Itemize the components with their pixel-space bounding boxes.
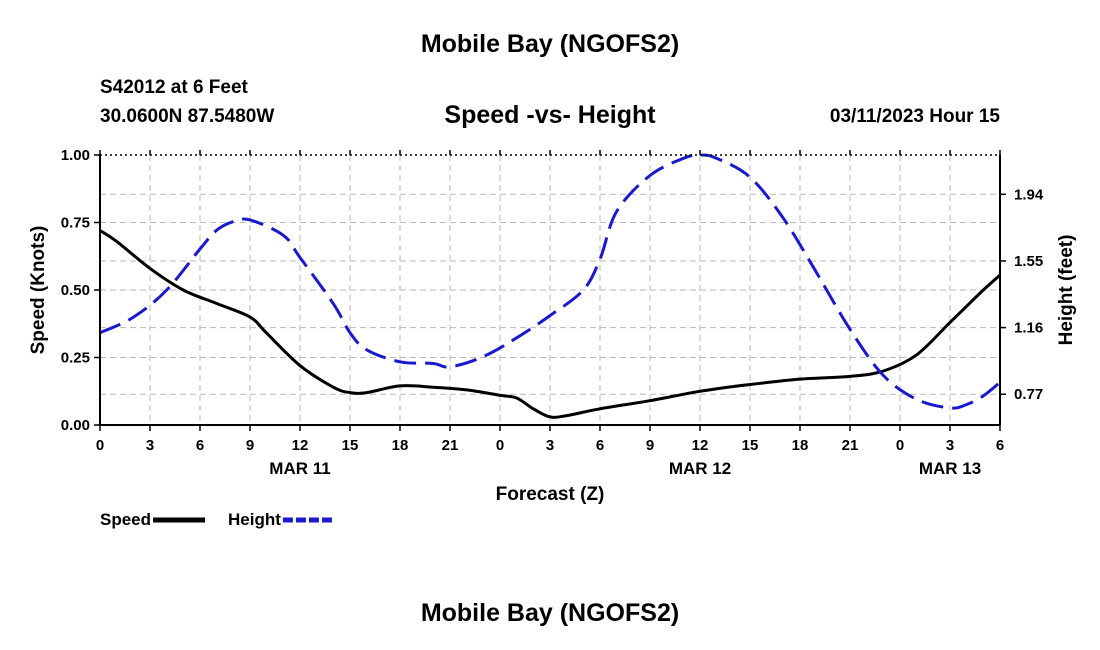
- y-tick-label: 0.50: [61, 282, 90, 299]
- y2-tick-label: 1.55: [1014, 253, 1043, 270]
- chart-subtitle: Speed -vs- Height: [444, 101, 656, 129]
- x-tick-label: 6: [196, 437, 204, 454]
- y-axis-title: Speed (Knots): [28, 226, 49, 355]
- legend-label-speed: Speed: [100, 510, 151, 529]
- x-tick-label: 12: [292, 437, 309, 454]
- x-tick-label: 9: [646, 437, 654, 454]
- axis-labels: 0 3 6 9 12 15 18 21 0 3 6 9 12 15 18 21 0 3 6 0.00 0.25 0.50 0…: [28, 147, 1077, 505]
- series-line-speed: [99, 229, 1001, 419]
- x-tick-label: 3: [546, 437, 554, 454]
- y2-axis-title: Height (feet): [1056, 235, 1077, 346]
- x-tick-label: 12: [692, 437, 709, 454]
- series-line-height: [99, 153, 1001, 410]
- day-label: MAR 13: [919, 459, 981, 478]
- x-tick-label: 6: [996, 437, 1004, 454]
- y-tick-label: 0.00: [61, 417, 90, 434]
- x-tick-label: 21: [442, 437, 459, 454]
- footer-title: Mobile Bay (NGOFS2): [420, 599, 680, 627]
- x-tick-label: 18: [792, 437, 809, 454]
- y2-tick-label: 1.16: [1014, 320, 1043, 337]
- station-label: S42012 at 6 Feet: [100, 77, 248, 98]
- x-tick-label: 21: [842, 437, 859, 454]
- x-axis-title: Forecast (Z): [496, 484, 605, 505]
- forecast-datetime: 03/11/2023 Hour 15: [829, 106, 1000, 127]
- grid: [100, 155, 1000, 425]
- x-tick-label: 3: [146, 437, 154, 454]
- x-tick-label: 0: [96, 437, 104, 454]
- y-tick-label: 0.25: [61, 350, 90, 367]
- x-tick-label: 0: [496, 437, 504, 454]
- day-label: MAR 11: [269, 459, 330, 478]
- coordinates-label: 30.0600N 87.5480W: [100, 106, 275, 127]
- x-tick-label: 3: [946, 437, 954, 454]
- y-tick-label: 0.75: [61, 215, 90, 232]
- x-tick-label: 15: [742, 437, 759, 454]
- legend-label-height: Height: [228, 510, 281, 529]
- y2-tick-label: 0.77: [1014, 386, 1043, 403]
- x-tick-label: 18: [392, 437, 409, 454]
- legend: Speed Height: [100, 510, 335, 529]
- x-tick-label: 15: [342, 437, 359, 454]
- x-tick-label: 6: [596, 437, 604, 454]
- y2-tick-label: 1.94: [1014, 186, 1044, 203]
- x-tick-label: 9: [246, 437, 254, 454]
- chart-title: Mobile Bay (NGOFS2): [420, 30, 680, 58]
- y-tick-label: 1.00: [61, 147, 90, 164]
- series-lines: [99, 153, 1001, 419]
- x-tick-label: 0: [896, 437, 904, 454]
- axes: [94, 150, 1006, 431]
- day-label: MAR 12: [669, 459, 731, 478]
